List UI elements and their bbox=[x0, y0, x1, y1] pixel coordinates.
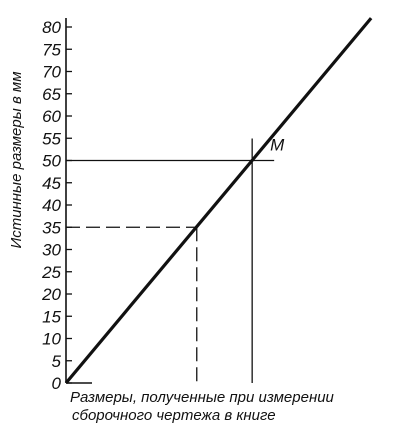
y-tick-label: 40 bbox=[42, 196, 61, 215]
y-tick-label: 80 bbox=[42, 18, 61, 37]
point-label: M bbox=[270, 136, 285, 155]
y-tick-label: 25 bbox=[41, 263, 61, 282]
y-tick-label: 10 bbox=[42, 330, 61, 349]
y-tick-label: 65 bbox=[42, 85, 61, 104]
y-tick-label: 60 bbox=[42, 107, 61, 126]
y-tick-label: 50 bbox=[42, 152, 61, 171]
y-tick-label: 0 bbox=[52, 374, 62, 393]
y-tick-label: 35 bbox=[42, 218, 61, 237]
y-tick-label: 45 bbox=[42, 174, 61, 193]
series-line bbox=[64, 17, 373, 385]
x-axis-label-line-2: сборочного чертежа в книге bbox=[72, 407, 276, 424]
y-tick-label: 5 bbox=[52, 352, 62, 371]
y-tick-label: 20 bbox=[41, 285, 61, 304]
y-ticks: 0 5 10 15 20 25 30 35 40 45 50 55 60 65 70 75 80 bbox=[41, 18, 72, 393]
point-labels: M bbox=[270, 136, 285, 155]
series bbox=[64, 17, 373, 385]
y-tick-label: 30 bbox=[42, 241, 61, 260]
y-tick-label: 55 bbox=[42, 129, 61, 148]
y-axis-label: Истинные размеры в мм bbox=[8, 71, 25, 248]
y-tick-label: 70 bbox=[42, 63, 61, 82]
x-axis-label-line-1: Размеры, полученные при измерении bbox=[70, 389, 335, 406]
y-tick-label: 15 bbox=[42, 307, 61, 326]
guide-lines bbox=[66, 138, 275, 383]
y-tick-label: 75 bbox=[42, 40, 61, 59]
